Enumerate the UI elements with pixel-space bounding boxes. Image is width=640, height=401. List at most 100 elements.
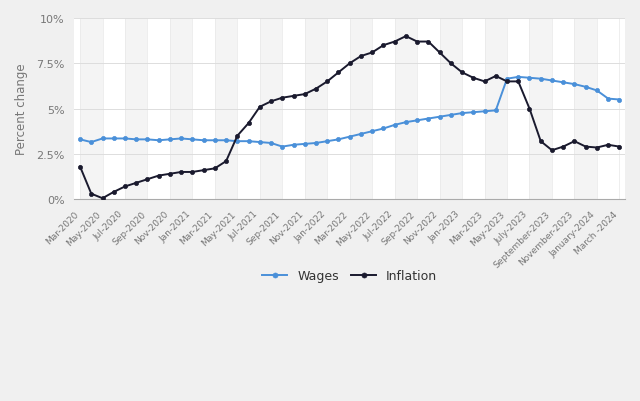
Inflation [436, 51, 444, 56]
Line: Inflation: Inflation [78, 35, 621, 201]
Inflation [559, 145, 567, 150]
Wages [616, 98, 623, 103]
Wages [571, 83, 579, 87]
Inflation [515, 80, 522, 85]
Bar [395, 19, 417, 200]
Wages [99, 137, 106, 142]
Bar [349, 19, 372, 200]
Wages [121, 137, 129, 142]
Wages [166, 138, 174, 142]
Wages [447, 113, 454, 118]
Wages [481, 109, 488, 114]
Inflation [582, 145, 589, 150]
Inflation [166, 172, 174, 177]
Wages [200, 138, 207, 143]
Inflation [503, 80, 511, 85]
Bar [260, 19, 282, 200]
Inflation [301, 93, 308, 97]
Inflation [99, 196, 106, 201]
Wages [278, 145, 286, 150]
Inflation [88, 192, 95, 196]
Inflation [402, 34, 410, 39]
Y-axis label: Percent change: Percent change [15, 64, 28, 155]
Wages [234, 140, 241, 144]
Inflation [537, 140, 545, 144]
Wages [492, 109, 500, 113]
Bar [575, 19, 597, 200]
Inflation [200, 168, 207, 173]
Inflation [481, 80, 488, 85]
Inflation [492, 74, 500, 79]
Wages [559, 81, 567, 85]
Wages [132, 138, 140, 142]
Wages [593, 89, 601, 93]
Inflation [447, 62, 454, 67]
Inflation [256, 105, 264, 110]
Inflation [616, 145, 623, 150]
Inflation [189, 170, 196, 175]
Wages [110, 137, 118, 142]
Wages [312, 141, 320, 146]
Wages [323, 140, 331, 144]
Wages [189, 138, 196, 142]
Inflation [357, 55, 365, 59]
Wages [458, 111, 466, 116]
Inflation [177, 170, 185, 175]
Inflation [571, 140, 579, 144]
Bar [80, 19, 102, 200]
Inflation [244, 122, 252, 126]
Wages [548, 79, 556, 84]
Inflation [391, 40, 399, 45]
Wages [503, 77, 511, 82]
Inflation [458, 71, 466, 75]
Wages [402, 120, 410, 125]
Bar [440, 19, 462, 200]
Inflation [143, 177, 151, 182]
Wages [604, 97, 612, 102]
Wages [211, 138, 219, 143]
Wages [537, 77, 545, 82]
Wages [256, 140, 264, 145]
Inflation [335, 71, 342, 75]
Bar [529, 19, 552, 200]
Inflation [369, 51, 376, 56]
Bar [170, 19, 193, 200]
Wages [244, 140, 252, 144]
Inflation [121, 184, 129, 189]
Inflation [593, 146, 601, 150]
Inflation [132, 181, 140, 186]
Bar [125, 19, 147, 200]
Bar [484, 19, 507, 200]
Wages [436, 115, 444, 120]
Wages [177, 137, 185, 142]
Inflation [234, 134, 241, 139]
Wages [357, 132, 365, 137]
Wages [301, 142, 308, 147]
Wages [346, 135, 353, 140]
Inflation [604, 143, 612, 148]
Wages [369, 130, 376, 134]
Wages [525, 76, 533, 81]
Wages [76, 138, 84, 142]
Line: Wages: Wages [78, 76, 621, 149]
Wages [88, 140, 95, 145]
Bar [305, 19, 327, 200]
Wages [391, 123, 399, 128]
Bar [215, 19, 237, 200]
Wages [582, 85, 589, 90]
Inflation [278, 96, 286, 101]
Inflation [76, 165, 84, 170]
Wages [413, 119, 421, 124]
Wages [290, 143, 298, 148]
Wages [515, 75, 522, 80]
Wages [222, 138, 230, 143]
Inflation [413, 40, 421, 45]
Inflation [155, 174, 163, 178]
Inflation [470, 76, 477, 81]
Inflation [211, 166, 219, 171]
Inflation [312, 87, 320, 92]
Wages [335, 138, 342, 142]
Wages [380, 127, 387, 132]
Inflation [424, 40, 432, 45]
Inflation [268, 100, 275, 105]
